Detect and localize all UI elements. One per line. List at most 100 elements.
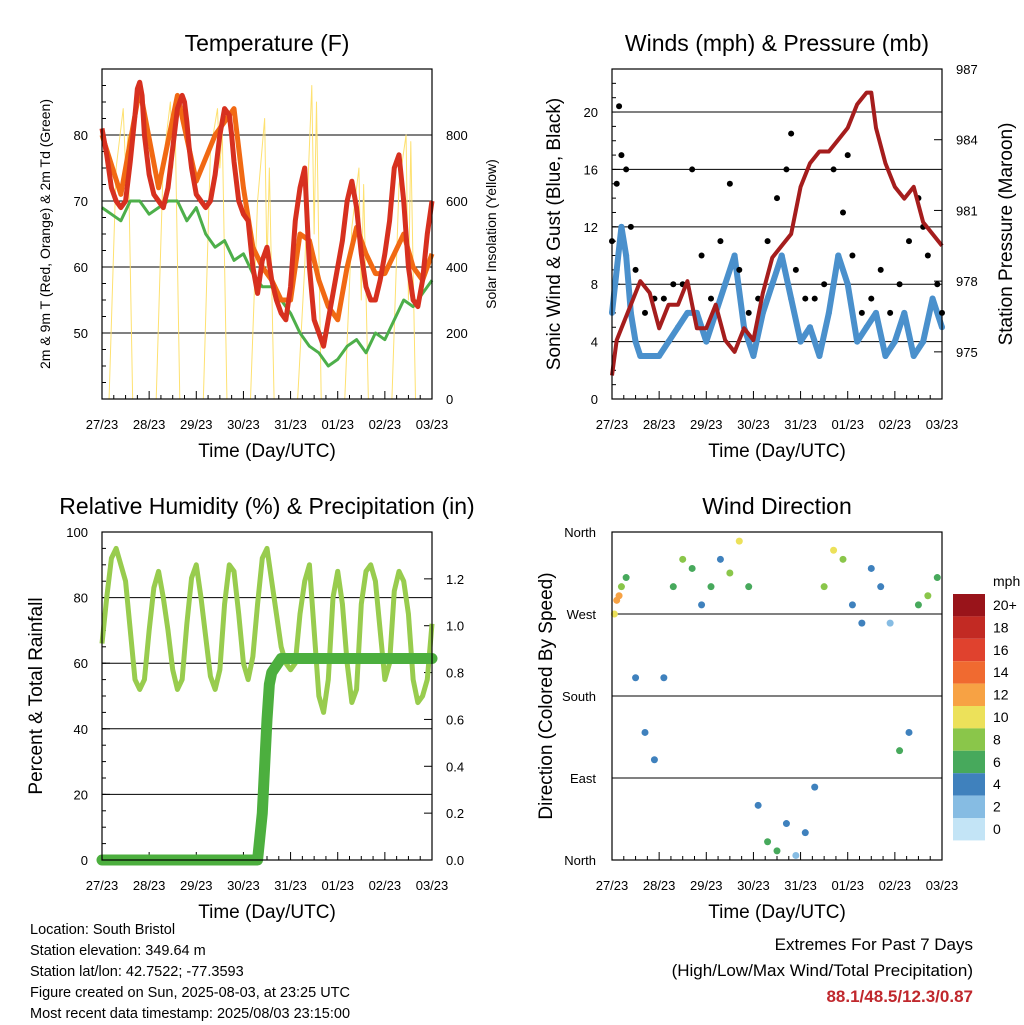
gust-point — [858, 309, 865, 316]
legend-label: 16 — [993, 642, 1009, 658]
gust-point — [627, 223, 634, 230]
gust-point — [802, 295, 809, 302]
extremes-block: Extremes For Past 7 Days (High/Low/Max W… — [672, 932, 973, 1010]
direction-point — [792, 851, 800, 859]
gust-point — [670, 281, 677, 288]
direction-point — [615, 592, 623, 600]
panel-title: Temperature (F) — [185, 30, 350, 56]
direction-point — [669, 583, 677, 591]
wind-line — [609, 223, 945, 359]
wind-point — [882, 352, 889, 359]
gust-point — [840, 209, 846, 216]
direction-point — [886, 619, 894, 627]
direction-point — [632, 674, 640, 682]
x-tick-label: 29/23 — [180, 878, 213, 893]
x-tick-label: 30/23 — [227, 878, 260, 893]
x-tick-label: 01/23 — [321, 417, 354, 432]
direction-point — [745, 583, 753, 591]
gust-point — [830, 166, 837, 173]
gust-point — [924, 252, 931, 259]
legend-title: mph — [993, 573, 1020, 589]
gust-point — [616, 103, 623, 110]
legend-swatch — [953, 706, 985, 729]
x-tick-label: 27/23 — [86, 417, 119, 432]
wind-point — [684, 309, 691, 316]
gust-point — [618, 152, 625, 159]
y-tick-label: 50 — [74, 326, 88, 341]
x-axis-label: Time (Day/UTC) — [708, 902, 846, 923]
legend-label: 12 — [993, 687, 1009, 703]
gust-point — [698, 252, 705, 259]
gust-point — [868, 295, 875, 302]
y2-tick-label: 984 — [956, 133, 978, 148]
gust-point — [736, 266, 743, 273]
wind-point — [703, 338, 710, 345]
y2-tick-label: 975 — [956, 345, 978, 360]
legend-label: 0 — [993, 821, 1001, 837]
wind-point — [750, 352, 757, 359]
direction-point — [914, 601, 922, 609]
wind-point — [665, 338, 672, 345]
y-tick-label: North — [564, 853, 596, 868]
wind-point — [891, 338, 898, 345]
gust-point — [792, 266, 799, 273]
legend-label: 14 — [993, 664, 1009, 680]
x-tick-label: 27/23 — [596, 417, 629, 432]
x-tick-label: 03/23 — [926, 417, 959, 432]
wind-point — [722, 281, 729, 288]
wind-point — [778, 252, 785, 259]
x-tick-label: 27/23 — [596, 878, 629, 893]
direction-point — [848, 601, 856, 609]
y-axis-label: Direction (Colored By Speed) — [536, 572, 557, 819]
wind-point — [637, 352, 644, 359]
wind-point — [807, 324, 813, 331]
station-metadata: Location: South Bristol Station elevatio… — [30, 920, 350, 1025]
y-axis-label: 2m & 9m T (Red, Orange) & 2m Td (Green) — [37, 99, 53, 369]
y2-tick-label: 978 — [956, 274, 978, 289]
panel-1: Temperature (F)50607080020040060080027/2… — [37, 30, 499, 462]
direction-point — [801, 829, 809, 837]
x-axis-label: Time (Day/UTC) — [198, 441, 336, 462]
wind-point — [788, 295, 795, 302]
y-tick-label: North — [564, 525, 596, 540]
gust-point — [877, 266, 884, 273]
gust-point — [623, 166, 630, 173]
legend-swatch — [953, 638, 985, 662]
direction-point — [764, 838, 772, 846]
wind-point — [759, 309, 766, 316]
y2-tick-label: 981 — [956, 203, 978, 218]
legend-swatch — [953, 750, 985, 774]
y-tick-label: 20 — [584, 105, 598, 120]
wind-point — [816, 352, 823, 359]
wind-point — [910, 352, 917, 359]
x-tick-label: 03/23 — [926, 878, 959, 893]
extremes-title: Extremes For Past 7 Days — [774, 935, 973, 954]
x-tick-label: 01/23 — [321, 878, 354, 893]
y-tick-label: West — [567, 607, 597, 622]
y-tick-label: 100 — [66, 525, 88, 540]
series-line-2m-t — [99, 79, 435, 349]
direction-point — [820, 583, 828, 591]
direction-point — [924, 592, 932, 600]
x-axis-label: Time (Day/UTC) — [198, 902, 336, 923]
direction-point — [877, 583, 885, 591]
pressure-line — [610, 90, 944, 376]
x-tick-label: 02/23 — [879, 878, 912, 893]
y-tick-label: South — [562, 689, 596, 704]
legend-swatch — [953, 728, 985, 751]
y2-tick-label: 1.0 — [446, 619, 464, 634]
direction-point — [811, 783, 819, 791]
y-tick-label: 60 — [74, 260, 88, 275]
gust-point — [788, 130, 795, 137]
direction-point — [726, 569, 734, 577]
x-tick-label: 27/23 — [86, 878, 119, 893]
panel-frame — [611, 531, 943, 861]
legend-label: 6 — [993, 754, 1001, 770]
x-tick-label: 29/23 — [180, 417, 213, 432]
legend-label: 4 — [993, 776, 1001, 792]
wind-point — [854, 338, 861, 345]
wind-point — [632, 338, 639, 345]
x-tick-label: 02/23 — [879, 417, 912, 432]
wind-point — [797, 338, 804, 345]
legend-swatch — [953, 616, 985, 639]
